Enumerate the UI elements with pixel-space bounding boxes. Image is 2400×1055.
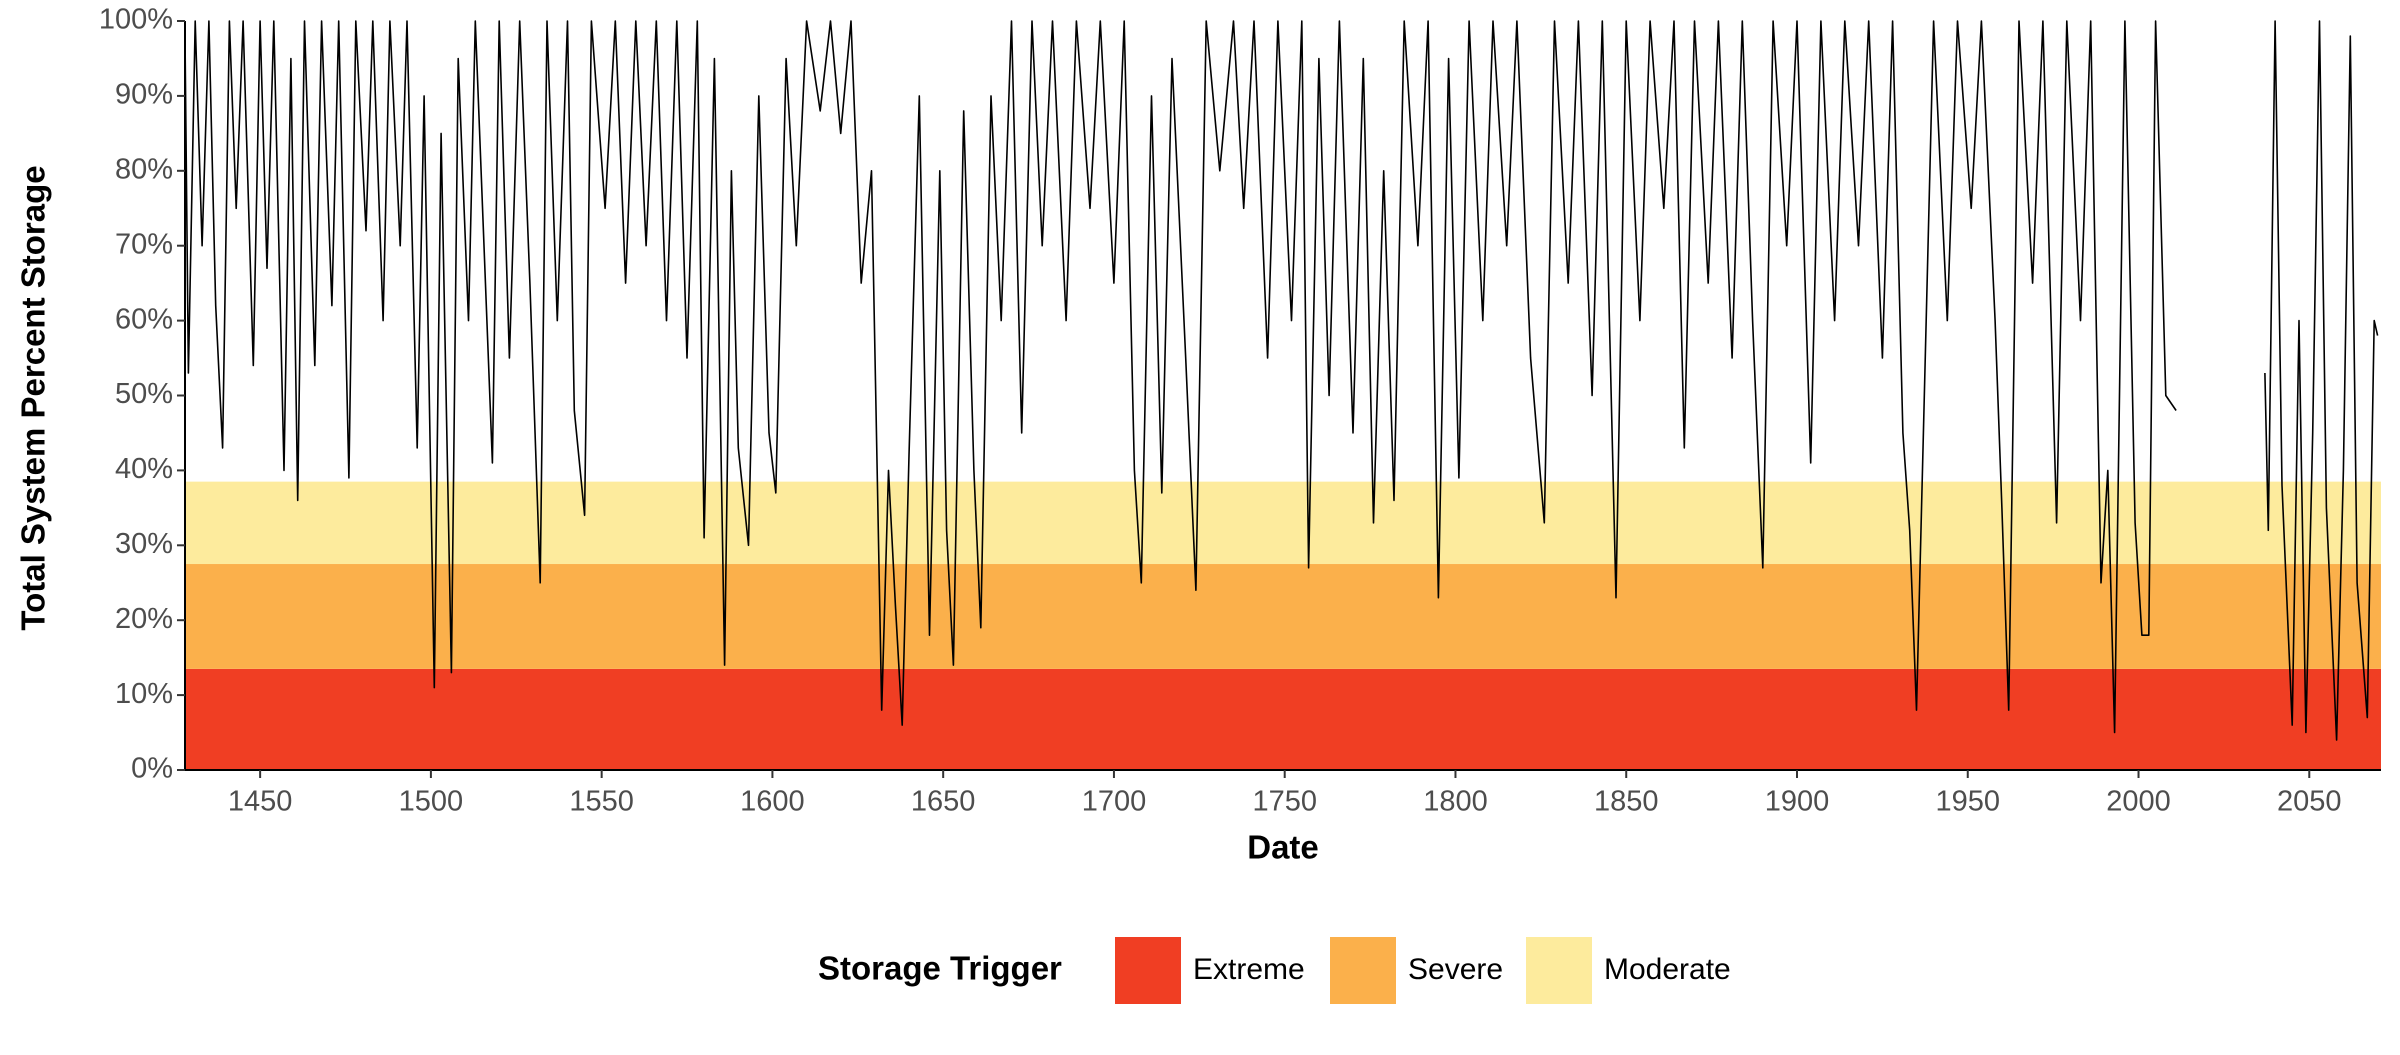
y-tick-label: 100% (99, 4, 173, 36)
legend-label: Extreme (1193, 953, 1305, 986)
x-tick-label: 1500 (399, 786, 464, 818)
y-tick-label: 90% (115, 79, 173, 111)
legend-label: Severe (1408, 953, 1503, 986)
y-tick-label: 80% (115, 153, 173, 185)
y-tick-label: 0% (131, 753, 173, 785)
x-tick-label: 1450 (228, 786, 293, 818)
y-tick-label: 20% (115, 603, 173, 635)
x-tick-label: 2050 (2277, 786, 2342, 818)
y-tick-label: 70% (115, 228, 173, 260)
y-axis-label: Total System Percent Storage (15, 165, 52, 630)
trigger-band (185, 668, 2381, 770)
x-tick-label: 1900 (1765, 786, 1830, 818)
x-tick-label: 1600 (740, 786, 805, 818)
y-tick-label: 50% (115, 378, 173, 410)
trigger-band (185, 481, 2381, 565)
legend-title: Storage Trigger (818, 950, 1062, 987)
x-tick-label: 1950 (1935, 786, 2000, 818)
legend-swatch (1526, 937, 1592, 1004)
x-tick-label: 1750 (1252, 786, 1317, 818)
y-tick-label: 60% (115, 303, 173, 335)
x-tick-label: 2000 (2106, 786, 2171, 818)
y-tick-label: 10% (115, 678, 173, 710)
x-tick-label: 1650 (911, 786, 976, 818)
storage-line (184, 20, 2379, 741)
legend-swatch (1330, 937, 1396, 1004)
x-tick-label: 1850 (1594, 786, 1659, 818)
y-tick-label: 30% (115, 528, 173, 560)
x-tick-label: 1800 (1423, 786, 1488, 818)
x-tick-label: 1700 (1082, 786, 1147, 818)
x-axis-label: Date (1247, 829, 1319, 866)
y-tick-label: 40% (115, 453, 173, 485)
x-tick-label: 1550 (569, 786, 634, 818)
legend-label: Moderate (1604, 953, 1731, 986)
trigger-band (185, 564, 2381, 669)
legend-swatch (1115, 937, 1181, 1004)
